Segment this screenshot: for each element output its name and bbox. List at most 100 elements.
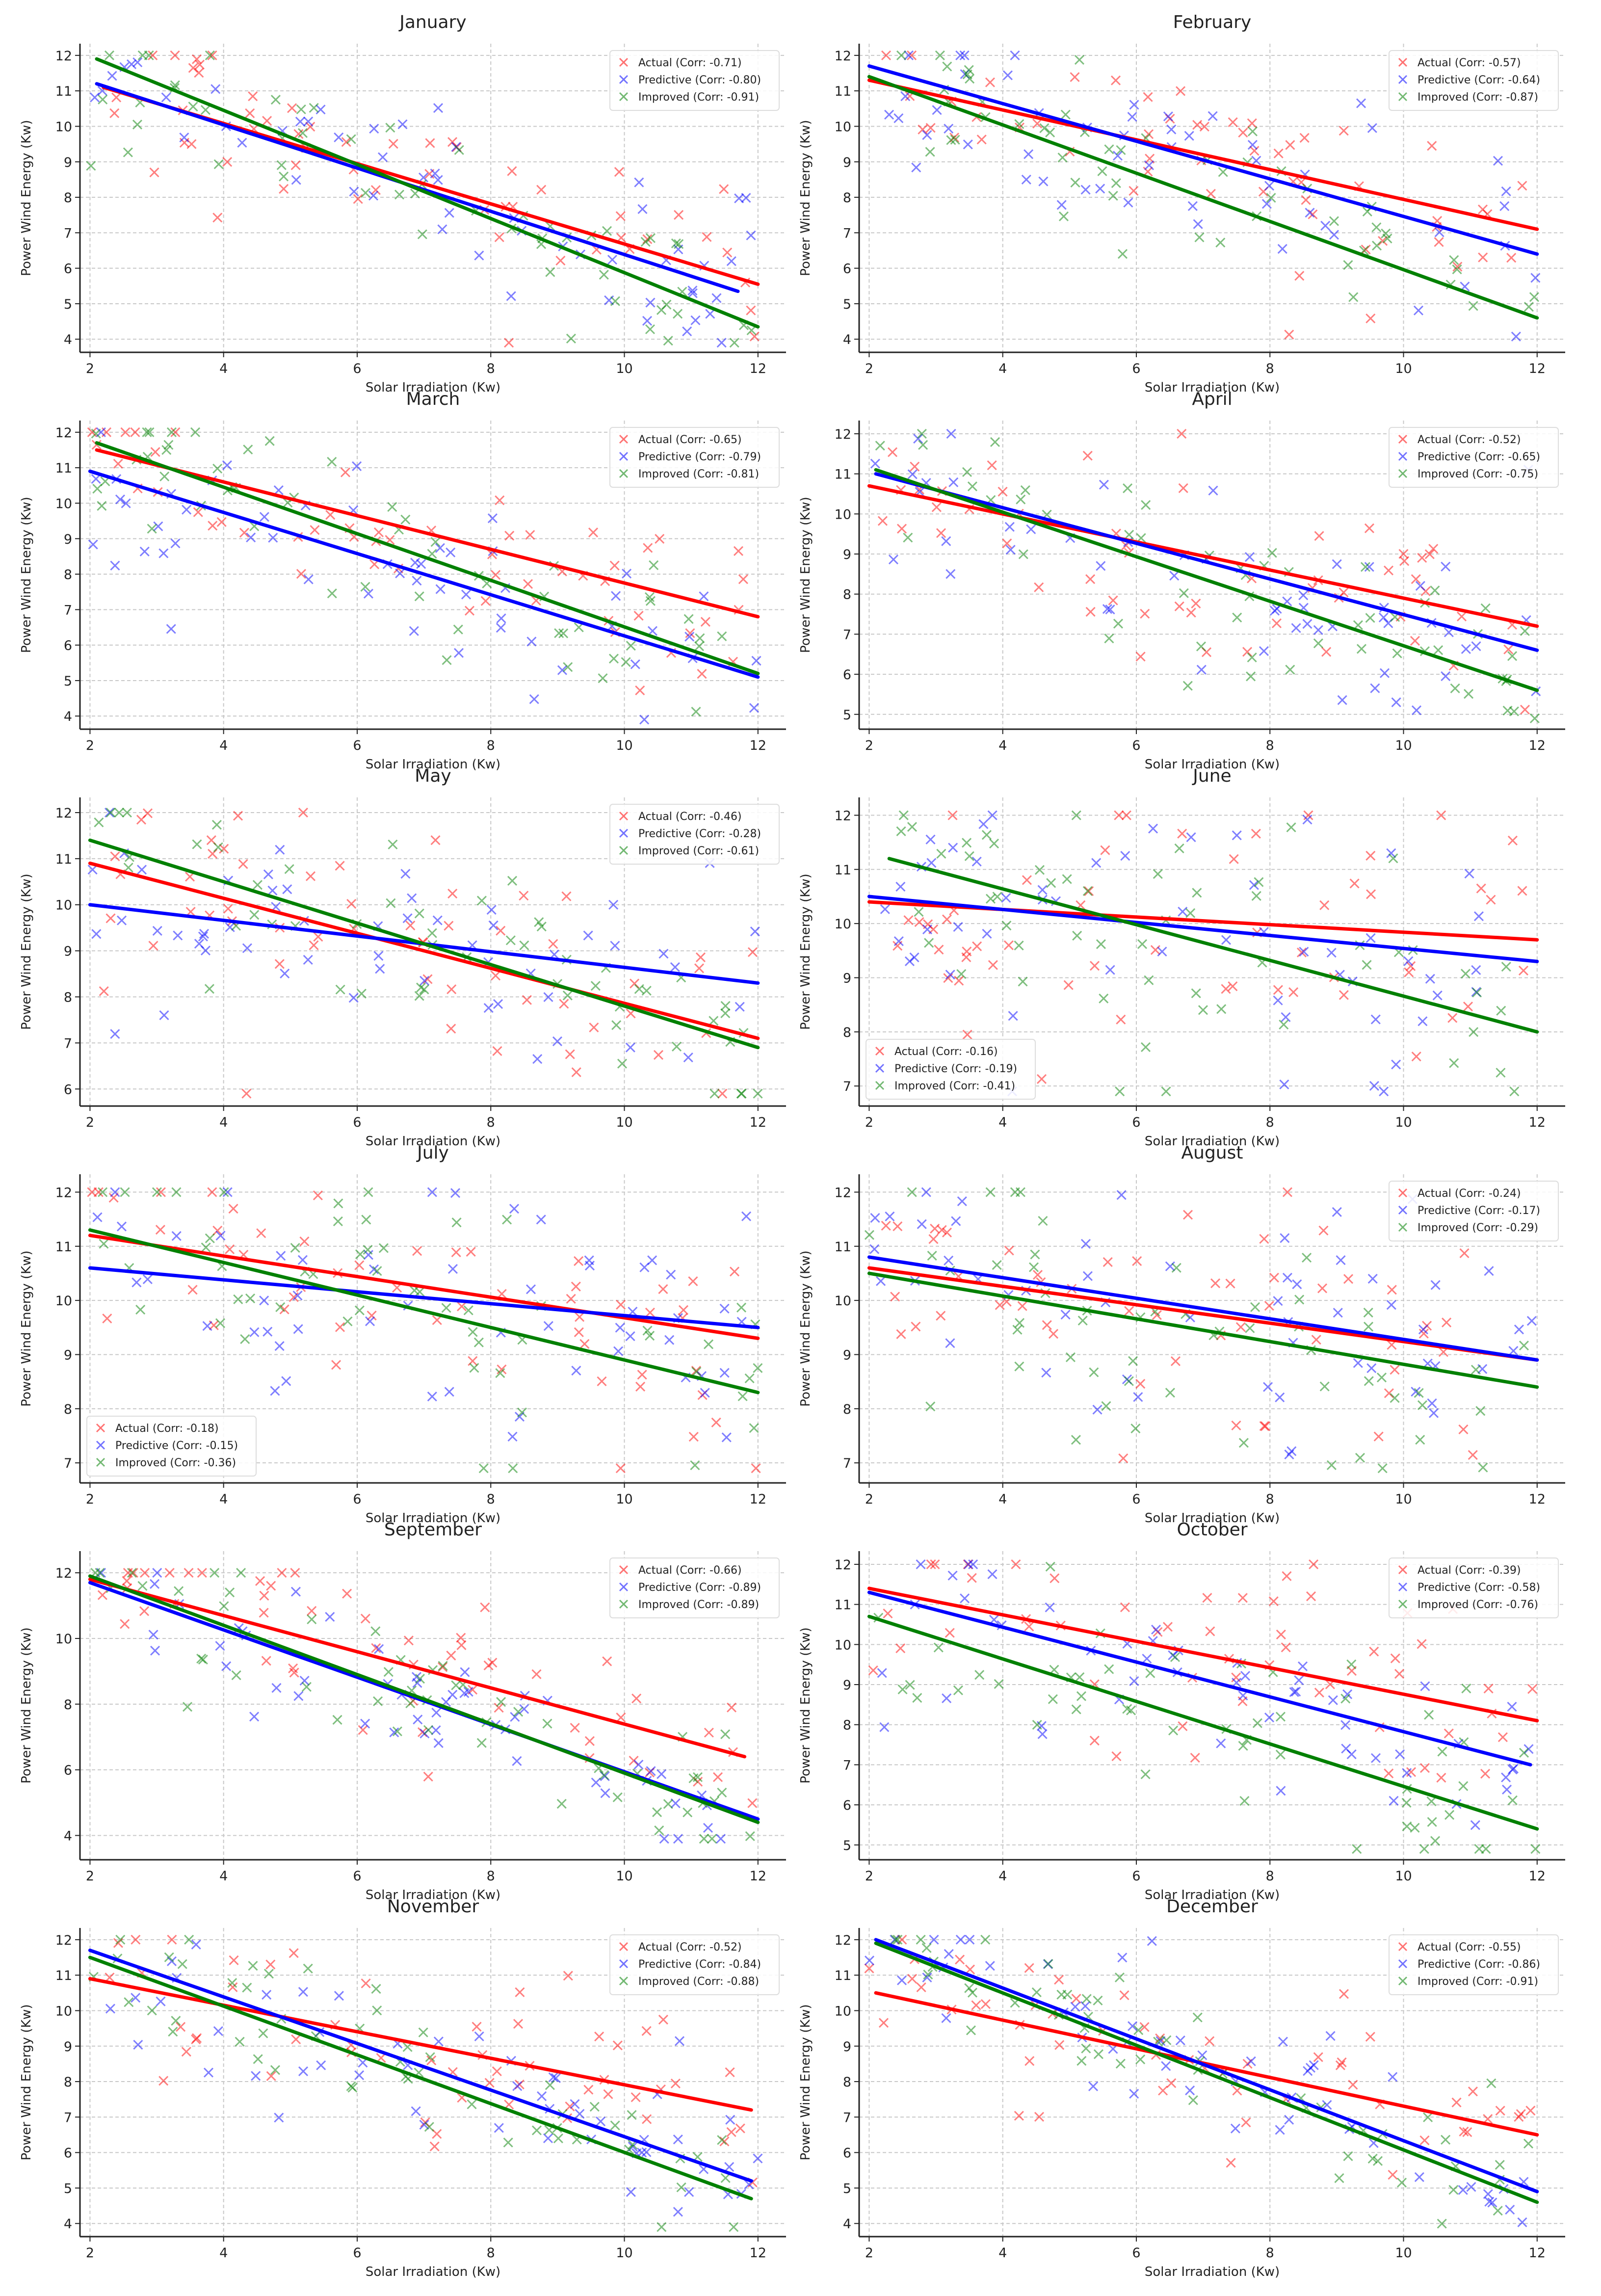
data-point-predictive: [225, 922, 235, 932]
data-point-actual: [340, 467, 351, 477]
data-point-improved: [478, 1463, 489, 1474]
data-point-predictive: [1325, 2031, 1336, 2041]
y-tick-label: 8: [843, 587, 851, 603]
legend-marker-predictive: [1398, 451, 1408, 461]
data-point-predictive: [946, 428, 956, 439]
data-point-actual: [1269, 1272, 1279, 1283]
data-point-predictive: [349, 186, 359, 197]
y-axis-label: Power Wind Energy (Kw): [798, 873, 813, 1029]
data-point-improved: [1251, 891, 1261, 901]
data-point-actual: [1390, 1365, 1400, 1375]
data-point-predictive: [1329, 230, 1339, 240]
data-point-improved: [621, 657, 631, 667]
legend-label-predictive: Predictive (Corr: -0.15): [115, 1440, 238, 1452]
data-point-improved: [235, 2036, 245, 2047]
x-tick-label: 2: [865, 1115, 873, 1130]
legend-label-actual: Actual (Corr: -0.57): [1417, 57, 1521, 69]
data-point-improved: [97, 501, 107, 511]
data-point-improved: [476, 896, 487, 906]
data-point-predictive: [911, 162, 921, 173]
data-point-predictive: [87, 865, 98, 875]
data-point-improved: [270, 95, 281, 105]
data-point-improved: [903, 532, 913, 543]
data-point-actual: [678, 1305, 689, 1315]
x-tick-label: 2: [865, 2245, 873, 2261]
legend-label-actual: Actual (Corr: -0.55): [1417, 1941, 1521, 1953]
data-point-predictive: [1414, 2172, 1424, 2182]
data-point-actual: [1337, 2057, 1347, 2067]
y-tick-label: 4: [843, 2217, 851, 2232]
legend-label-predictive: Predictive (Corr: -0.28): [638, 828, 761, 840]
data-point-actual: [148, 50, 158, 60]
data-point-predictive: [885, 1211, 895, 1221]
data-point-actual: [113, 459, 123, 469]
data-point-actual: [91, 440, 102, 450]
data-point-actual: [494, 1703, 504, 1713]
data-point-predictive: [171, 1231, 182, 1241]
y-tick-label: 12: [835, 808, 851, 823]
data-point-improved: [964, 1983, 974, 1993]
data-point-actual: [1114, 810, 1124, 820]
data-point-predictive: [1284, 2114, 1294, 2125]
data-point-improved: [1402, 1821, 1412, 1832]
x-tick-label: 12: [1529, 1492, 1546, 1507]
data-point-improved: [1108, 190, 1118, 201]
data-point-actual: [525, 529, 535, 540]
data-point-predictive: [945, 1338, 955, 1348]
data-point-actual: [987, 460, 997, 471]
data-point-predictive: [664, 1335, 675, 1345]
x-tick-label: 6: [1132, 361, 1140, 376]
data-point-improved: [1141, 500, 1151, 510]
data-point-actual: [1132, 1256, 1142, 1267]
data-point-improved: [360, 581, 370, 592]
data-point-improved: [123, 863, 133, 873]
data-point-predictive: [460, 1667, 470, 1677]
data-point-predictive: [1263, 1382, 1273, 1392]
data-point-predictive: [1144, 160, 1155, 170]
data-point-improved: [123, 147, 133, 158]
y-tick-label: 12: [55, 806, 72, 821]
fit-line-actual: [95, 448, 760, 619]
data-point-improved: [1319, 1381, 1330, 1392]
data-point-improved: [729, 338, 739, 348]
data-point-predictive: [409, 626, 419, 636]
data-point-improved: [1070, 178, 1080, 188]
data-point-improved: [1285, 664, 1295, 675]
data-point-predictive: [488, 920, 499, 930]
data-point-actual: [496, 925, 506, 936]
fit-line-improved: [95, 57, 760, 329]
data-point-improved: [414, 991, 424, 1001]
legend-box: [609, 1934, 780, 1995]
data-point-actual: [1284, 329, 1294, 340]
data-point-actual: [1288, 987, 1299, 998]
data-point-actual: [130, 427, 140, 437]
data-point-improved: [974, 1670, 985, 1680]
data-point-predictive: [896, 1975, 907, 1985]
data-point-improved: [1196, 641, 1207, 652]
data-point-improved: [912, 1693, 922, 1703]
data-point-predictive: [1010, 50, 1020, 60]
data-point-improved: [451, 1680, 461, 1690]
data-point-improved: [1170, 1652, 1181, 1663]
data-point-actual: [158, 2076, 169, 2086]
data-point-improved: [1266, 192, 1276, 203]
data-point-predictive: [416, 559, 426, 569]
data-point-predictive: [749, 703, 759, 713]
y-tick-label: 6: [843, 2146, 851, 2161]
subplot-title: December: [1166, 1897, 1258, 1917]
data-point-actual: [747, 1798, 758, 1808]
data-point-improved: [227, 1978, 237, 1988]
data-point-improved: [674, 239, 684, 249]
data-point-predictive: [1413, 305, 1424, 316]
data-point-predictive: [687, 288, 698, 298]
y-tick-label: 7: [64, 1456, 72, 1471]
data-point-actual: [298, 807, 308, 818]
legend-marker-actual: [1398, 1565, 1408, 1575]
data-point-predictive: [1193, 219, 1203, 229]
data-point-predictive: [1280, 1233, 1290, 1243]
data-point-actual: [310, 525, 320, 535]
legend-marker-predictive: [1398, 1582, 1408, 1592]
data-point-predictive: [139, 546, 150, 556]
data-point-predictive: [1021, 174, 1031, 185]
